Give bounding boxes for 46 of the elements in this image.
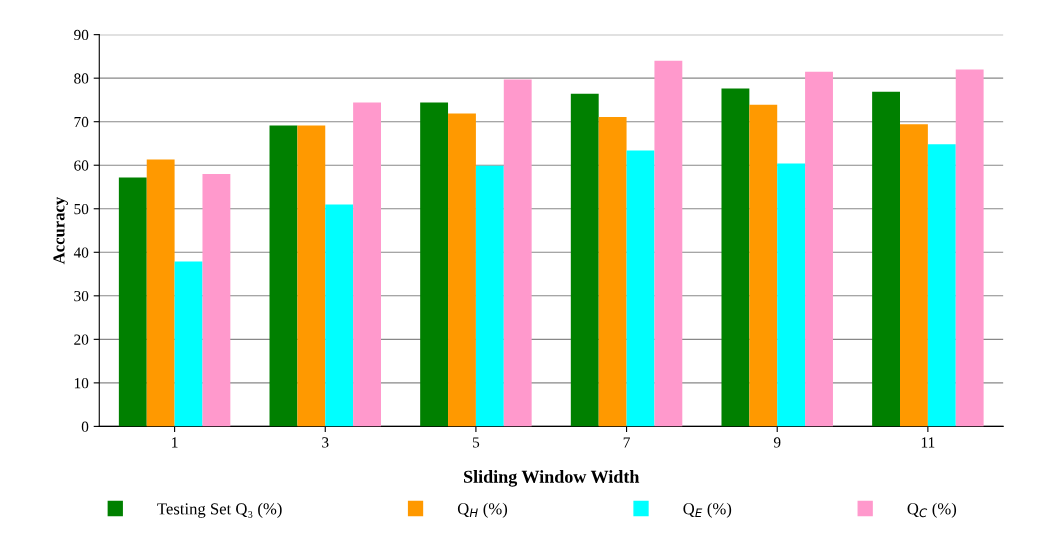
bar [872, 91, 900, 427]
bar [777, 163, 806, 427]
bar [297, 125, 326, 427]
bar [118, 177, 147, 427]
bar [174, 261, 203, 427]
y-axis-title: Accuracy [53, 196, 69, 265]
y-tick-label: 30 [74, 290, 89, 302]
bar [146, 159, 175, 427]
x-axis-title: Sliding Window Width [464, 470, 640, 487]
y-tick-label: 90 [74, 29, 89, 41]
bar [503, 79, 532, 427]
legend-label: Q$_{H}$ (%) [457, 502, 508, 518]
bar [448, 113, 476, 427]
bar [570, 93, 599, 427]
bar [927, 144, 956, 427]
legend-label: Q$_{E}$ (%) [683, 502, 732, 518]
x-tick-label: 3 [322, 437, 329, 448]
bar [353, 102, 381, 427]
bar [955, 69, 984, 427]
bar [749, 104, 778, 427]
y-tick-label: 10 [74, 378, 89, 389]
bar [626, 150, 655, 427]
legend-label: Q$_{C}$ (%) [907, 502, 957, 518]
y-tick-label: 50 [74, 203, 89, 215]
bar [721, 88, 750, 427]
y-tick-label: 70 [74, 116, 89, 128]
y-tick-label: 80 [74, 73, 89, 84]
bar [598, 116, 627, 427]
x-tick-label: 11 [921, 437, 935, 448]
x-tick-label: 7 [623, 437, 630, 448]
y-tick-label: 60 [74, 160, 89, 171]
y-tick-label: 40 [73, 247, 89, 258]
bar [325, 204, 354, 427]
bar [475, 165, 504, 427]
y-tick-label: 20 [74, 334, 89, 345]
x-tick-label: 1 [172, 437, 178, 448]
y-tick-label: 0 [81, 421, 89, 432]
bar [269, 125, 298, 427]
legend-label: Testing Set Q₃ (%) [157, 502, 282, 518]
bar [805, 71, 833, 427]
x-tick-label: 5 [472, 437, 480, 448]
bar [420, 102, 449, 427]
bar [654, 60, 683, 427]
x-tick-label: 9 [773, 437, 781, 448]
bar [202, 173, 231, 427]
bar [900, 124, 928, 427]
